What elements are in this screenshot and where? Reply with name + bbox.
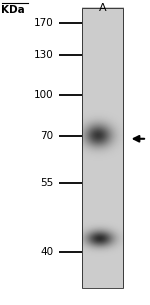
Text: 100: 100 (34, 90, 53, 99)
Text: 40: 40 (40, 247, 53, 257)
Text: 70: 70 (40, 131, 53, 141)
Text: A: A (99, 3, 106, 13)
Text: 55: 55 (40, 178, 53, 188)
Text: KDa: KDa (2, 5, 25, 15)
Text: 170: 170 (33, 18, 53, 28)
Bar (82, 8, 123, 288)
Text: 130: 130 (33, 50, 53, 60)
